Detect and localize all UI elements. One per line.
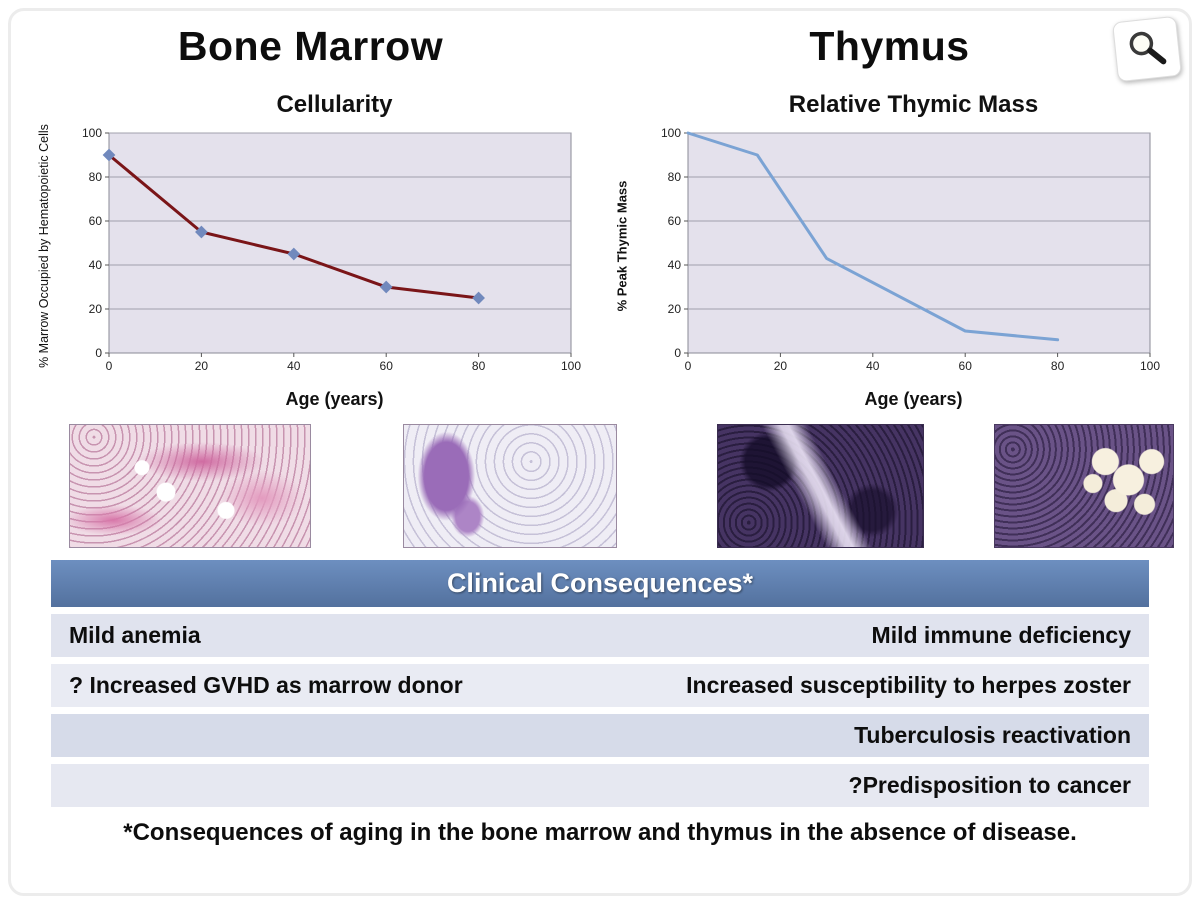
thymus-consequence: Increased susceptibility to herpes zoste… bbox=[686, 672, 1131, 698]
footnote: *Consequences of aging in the bone marro… bbox=[123, 819, 1077, 846]
svg-text:80: 80 bbox=[89, 170, 103, 184]
svg-text:40: 40 bbox=[89, 258, 103, 272]
zoom-button[interactable] bbox=[1112, 15, 1182, 83]
cellularity-chart: Cellularity % Marrow Occupied by Hematop… bbox=[21, 87, 600, 410]
bone-marrow-column-header: Bone Marrow bbox=[21, 15, 600, 87]
header-row: Bone Marrow Thymus bbox=[21, 15, 1179, 87]
thymus-consequence: Mild immune deficiency bbox=[871, 622, 1131, 648]
slide: Bone Marrow Thymus Cellularity % Marrow … bbox=[8, 8, 1192, 896]
thymus-column-header: Thymus bbox=[600, 15, 1179, 87]
table-row: ? Increased GVHD as marrow donor Increas… bbox=[51, 664, 1149, 707]
svg-text:40: 40 bbox=[287, 359, 301, 373]
svg-text:0: 0 bbox=[685, 359, 692, 373]
cellularity-chart-body: % Marrow Occupied by Hematopoietic Cells… bbox=[21, 124, 600, 387]
svg-text:100: 100 bbox=[661, 126, 681, 140]
cellularity-x-axis-label: Age (years) bbox=[285, 389, 384, 409]
thymus-title: Thymus bbox=[809, 23, 970, 69]
svg-text:40: 40 bbox=[866, 359, 880, 373]
table-row: Mild anemia Mild immune deficiency bbox=[51, 614, 1149, 657]
thymic-mass-chart: Relative Thymic Mass % Peak Thymic Mass … bbox=[600, 87, 1179, 410]
bone-marrow-consequence bbox=[69, 722, 600, 749]
svg-text:60: 60 bbox=[959, 359, 973, 373]
svg-text:60: 60 bbox=[89, 214, 103, 228]
svg-text:0: 0 bbox=[106, 359, 113, 373]
clinical-consequences-table: Clinical Consequences* Mild anemia Mild … bbox=[51, 560, 1149, 807]
svg-text:20: 20 bbox=[195, 359, 209, 373]
svg-text:60: 60 bbox=[668, 214, 682, 228]
cellularity-y-axis-label: % Marrow Occupied by Hematopoietic Cells bbox=[36, 123, 51, 368]
thymic-mass-chart-title: Relative Thymic Mass bbox=[788, 91, 1039, 118]
bone-marrow-young-histology bbox=[69, 424, 311, 548]
thymus-consequence: Tuberculosis reactivation bbox=[854, 722, 1131, 748]
bone-marrow-consequence: Mild anemia bbox=[69, 622, 201, 648]
svg-text:80: 80 bbox=[472, 359, 486, 373]
table-row: ?Predisposition to cancer bbox=[51, 764, 1149, 807]
cellularity-ylabel-box: % Marrow Occupied by Hematopoietic Cells bbox=[21, 124, 67, 387]
thymus-young-histology bbox=[717, 424, 924, 548]
magnifier-icon bbox=[1129, 31, 1167, 65]
bone-marrow-aged-histology bbox=[403, 424, 617, 548]
svg-text:80: 80 bbox=[1051, 359, 1065, 373]
thymus-aged-histology bbox=[994, 424, 1174, 548]
svg-text:100: 100 bbox=[82, 126, 102, 140]
thymic-mass-ylabel-box: % Peak Thymic Mass bbox=[600, 125, 646, 387]
svg-text:20: 20 bbox=[89, 302, 103, 316]
thymic-mass-x-axis-label: Age (years) bbox=[864, 389, 963, 409]
cellularity-chart-title: Cellularity bbox=[276, 91, 393, 118]
svg-text:20: 20 bbox=[668, 302, 682, 316]
svg-text:60: 60 bbox=[380, 359, 394, 373]
histology-strip bbox=[21, 424, 1179, 548]
charts-row: Cellularity % Marrow Occupied by Hematop… bbox=[21, 87, 1179, 410]
svg-text:80: 80 bbox=[668, 170, 682, 184]
svg-text:0: 0 bbox=[95, 346, 102, 360]
table-row: Tuberculosis reactivation bbox=[51, 714, 1149, 757]
svg-text:100: 100 bbox=[561, 359, 581, 373]
thymic-mass-y-axis-label: % Peak Thymic Mass bbox=[614, 180, 630, 311]
svg-text:20: 20 bbox=[774, 359, 788, 373]
table-header: Clinical Consequences* bbox=[51, 560, 1149, 607]
svg-text:0: 0 bbox=[674, 346, 681, 360]
bone-marrow-title: Bone Marrow bbox=[177, 23, 444, 69]
svg-text:100: 100 bbox=[1140, 359, 1160, 373]
thymic-mass-chart-body: % Peak Thymic Mass 0 20 40 60 80 100 0 20 40 60 80… bbox=[600, 125, 1179, 387]
bone-marrow-consequence bbox=[69, 772, 600, 799]
cellularity-plot: 0 20 40 60 80 100 0 20 40 60 80 100 bbox=[82, 126, 581, 373]
svg-text:40: 40 bbox=[668, 258, 682, 272]
thymic-mass-plot: 0 20 40 60 80 100 0 20 40 60 80 100 bbox=[661, 126, 1160, 373]
bone-marrow-consequence: ? Increased GVHD as marrow donor bbox=[69, 672, 463, 698]
thymus-consequence: ?Predisposition to cancer bbox=[848, 772, 1131, 798]
